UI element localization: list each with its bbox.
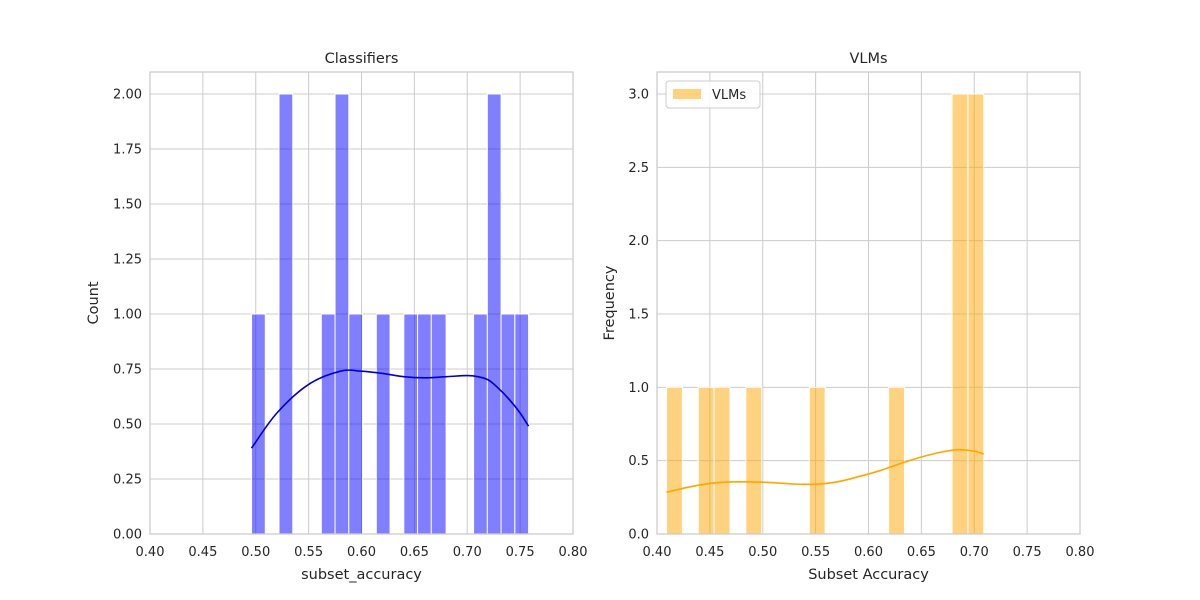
y-tick-label: 0.50 — [113, 418, 142, 433]
histogram-bar — [417, 313, 432, 535]
x-tick-label: 0.60 — [347, 545, 376, 560]
x-tick-label: 0.70 — [453, 545, 482, 560]
y-tick-label: 1.50 — [113, 198, 142, 213]
histogram-bar — [951, 93, 969, 535]
classifiers-histogram-panel: 0.40 0.45 0.50 0.55 0.60 0.65 0.70 0.75 0.80 0.00… — [86, 51, 587, 583]
x-tick-label: 0.55 — [801, 545, 830, 560]
x-tick-label: 0.60 — [854, 545, 883, 560]
y-tick-label: 0.25 — [113, 473, 142, 488]
histogram-bar — [697, 386, 715, 535]
x-tick-label: 0.80 — [559, 545, 588, 560]
x-tick-label: 0.40 — [643, 545, 672, 560]
y-tick-label: 3.0 — [628, 88, 649, 103]
x-tick-label: 0.50 — [241, 545, 270, 560]
y-tick-label: 0.0 — [628, 528, 649, 543]
y-tick-label: 0.75 — [113, 363, 142, 378]
histogram-bar — [278, 93, 294, 535]
y-tick-label: 1.5 — [628, 308, 649, 323]
histogram-bar — [473, 313, 488, 535]
vlms-histogram-panel: 0.40 0.45 0.50 0.55 0.60 0.65 0.70 0.75 0.80 0.0 0… — [602, 51, 1094, 583]
histogram-bar — [713, 386, 731, 535]
y-tick-label: 2.0 — [628, 234, 649, 249]
chart-title: Classifiers — [325, 51, 399, 67]
y-tick-label: 1.75 — [113, 143, 142, 158]
histogram-bar — [403, 313, 419, 535]
histogram-bar — [967, 93, 985, 535]
legend: VLMs — [665, 80, 761, 109]
histogram-bar — [251, 313, 266, 535]
x-tick-label: 0.50 — [748, 545, 777, 560]
x-tick-label: 0.55 — [294, 545, 323, 560]
x-tick-label: 0.40 — [136, 545, 165, 560]
y-tick-label: 1.25 — [113, 253, 142, 268]
x-tick-label: 0.75 — [506, 545, 535, 560]
histogram-bar — [808, 386, 826, 535]
legend-swatch — [673, 89, 701, 99]
y-tick-label: 2.00 — [113, 88, 142, 103]
histogram-bar — [375, 313, 391, 535]
y-axis-label: Frequency — [602, 265, 618, 340]
legend-box — [665, 80, 761, 109]
histogram-bar — [430, 313, 447, 535]
histogram-bar — [500, 313, 516, 535]
x-tick-label: 0.45 — [188, 545, 217, 560]
x-tick-label: 0.70 — [960, 545, 989, 560]
y-axis-label: Count — [86, 281, 102, 324]
plot-frame — [656, 71, 1081, 535]
y-tick-label: 1.0 — [628, 381, 649, 396]
y-tick-label: 0.00 — [113, 528, 142, 543]
x-tick-label: 0.65 — [907, 545, 936, 560]
kde-curve — [250, 369, 530, 449]
x-axis-label: subset_accuracy — [301, 567, 422, 583]
y-tick-label: 1.00 — [113, 308, 142, 323]
x-tick-label: 0.75 — [1013, 545, 1042, 560]
chart-title: VLMs — [849, 51, 887, 67]
y-tick-label: 0.5 — [628, 454, 649, 469]
histogram-bar — [745, 386, 763, 535]
x-tick-label: 0.80 — [1066, 545, 1095, 560]
plot-frame — [149, 71, 574, 535]
histogram-bar — [348, 313, 364, 535]
histogram-bar — [320, 313, 336, 535]
x-axis-label: Subset Accuracy — [808, 567, 929, 583]
histogram-bar — [666, 386, 683, 535]
x-tick-label: 0.65 — [400, 545, 429, 560]
histogram-bar — [888, 386, 905, 535]
y-tick-label: 2.5 — [628, 161, 649, 176]
kde-curve — [666, 448, 985, 493]
legend-entry: VLMs — [712, 88, 746, 103]
histogram-bar — [486, 93, 502, 535]
x-tick-label: 0.45 — [695, 545, 724, 560]
histogram-bar — [334, 93, 350, 535]
